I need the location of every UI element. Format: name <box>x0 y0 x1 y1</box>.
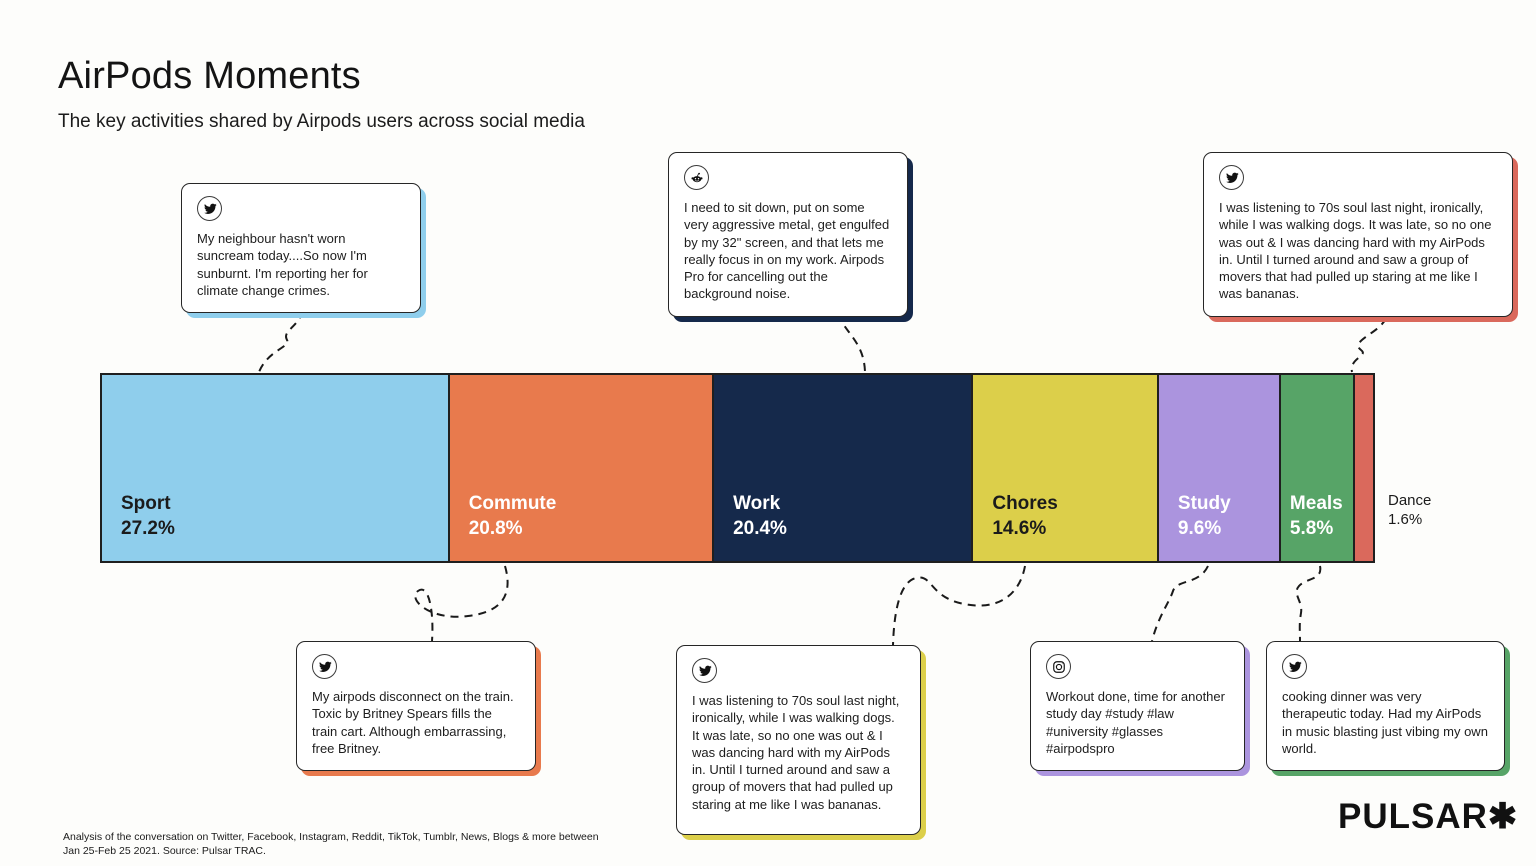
bar-segment-sport: Sport 27.2% <box>102 375 448 561</box>
twitter-icon <box>312 654 337 679</box>
tweet-text: cooking dinner was very therapeutic toda… <box>1282 689 1488 756</box>
stacked-bar-chart: Sport 27.2% Commute 20.8% Work 20.4% Cho… <box>100 373 1375 563</box>
bar-segment-commute: Commute 20.8% <box>447 375 713 561</box>
connector-chores <box>892 565 1026 646</box>
tweet-text: I was listening to 70s soul last night, … <box>1219 200 1492 302</box>
bar-segment-label: Commute 20.8% <box>468 492 557 539</box>
twitter-icon <box>1282 654 1307 679</box>
source-footnote: Analysis of the conversation on Twitter,… <box>63 831 599 858</box>
connector-study <box>1151 565 1209 642</box>
connector-work <box>837 313 866 373</box>
pulsar-logo: PULSAR✱ <box>1338 797 1519 836</box>
tweet-card-meals: cooking dinner was very therapeutic toda… <box>1266 641 1505 772</box>
tweet-text: I need to sit down, put on some very agg… <box>684 200 890 302</box>
connector-commute <box>414 565 509 642</box>
tweet-card-study: Workout done, time for another study day… <box>1030 641 1245 772</box>
tweet-text: My airpods disconnect on the train. Toxi… <box>312 689 514 756</box>
tweet-card-commute: My airpods disconnect on the train. Toxi… <box>296 641 536 772</box>
page-title: AirPods Moments <box>58 55 361 97</box>
bar-segment-label: Chores 14.6% <box>992 492 1058 539</box>
bar-segment-chores: Chores 14.6% <box>971 375 1157 561</box>
bar-segment-label: Work 20.4% <box>733 492 787 539</box>
connector-dance <box>1350 317 1387 373</box>
bar-segment-label: Study 9.6% <box>1177 492 1231 539</box>
twitter-icon <box>1219 165 1244 190</box>
bar-segment-label: Sport 27.2% <box>121 492 175 539</box>
bar-segment-study: Study 9.6% <box>1156 375 1279 561</box>
tweet-text: My neighbour hasn't worn suncream today.… <box>197 231 368 298</box>
page-subtitle: The key activities shared by Airpods use… <box>58 111 585 132</box>
twitter-icon <box>197 196 222 221</box>
tweet-text: Workout done, time for another study day… <box>1046 689 1225 756</box>
tweet-text: I was listening to 70s soul last night, … <box>692 693 900 812</box>
bar-segment-dance <box>1352 375 1373 561</box>
tweet-card-chores: I was listening to 70s soul last night, … <box>676 645 921 835</box>
bar-segment-meals: Meals 5.8% <box>1278 375 1353 561</box>
twitter-icon <box>692 658 717 683</box>
connector-meals <box>1295 565 1322 642</box>
instagram-icon <box>1046 654 1071 679</box>
tweet-card-work: I need to sit down, put on some very agg… <box>668 152 908 317</box>
tweet-card-dance: I was listening to 70s soul last night, … <box>1203 152 1513 317</box>
bar-segment-label: Meals 5.8% <box>1289 492 1343 539</box>
tweet-card-sport: My neighbour hasn't worn suncream today.… <box>181 183 421 314</box>
connector-sport <box>258 310 304 373</box>
reddit-icon <box>684 165 709 190</box>
bar-segment-work: Work 20.4% <box>712 375 972 561</box>
bar-label-dance: Dance 1.6% <box>1388 492 1432 528</box>
